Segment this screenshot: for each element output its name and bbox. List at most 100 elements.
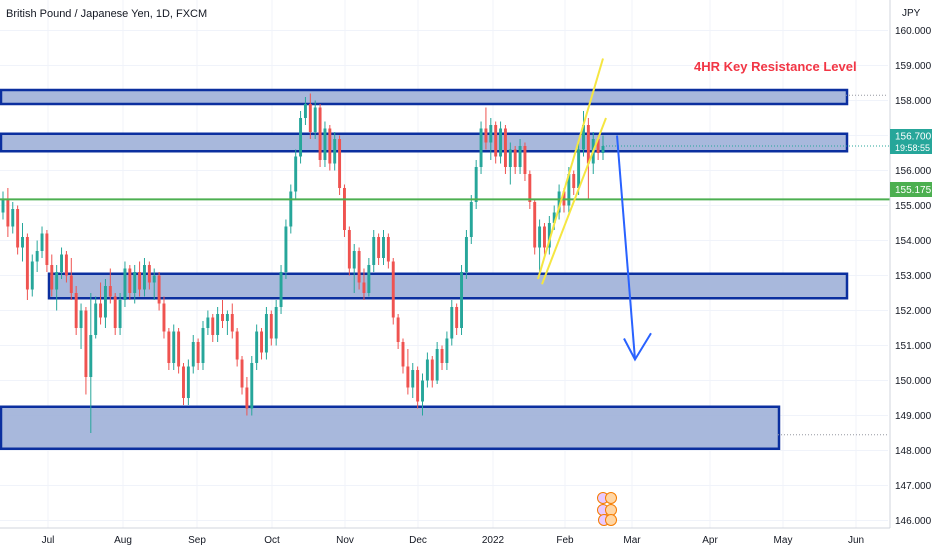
candle-body <box>567 174 571 206</box>
candle-body <box>133 272 137 293</box>
candle-body <box>206 317 210 328</box>
candle-body <box>391 261 395 318</box>
candle-body <box>528 174 532 202</box>
candle-body <box>269 314 273 339</box>
y-tick-label: 156.000 <box>895 166 932 177</box>
event-flag-icon[interactable] <box>605 504 617 516</box>
candle-body <box>347 230 351 269</box>
x-tick-label: Apr <box>702 535 718 546</box>
candle-body <box>303 104 307 118</box>
candle-body <box>284 226 288 272</box>
candle-body <box>338 139 342 188</box>
candle-body <box>108 286 112 297</box>
candle-body <box>499 128 503 157</box>
candle-body <box>362 282 366 293</box>
x-tick-label: May <box>774 535 793 546</box>
candle-body <box>230 314 234 332</box>
candle-body <box>372 237 376 265</box>
candle-body <box>547 223 551 248</box>
candle-body <box>538 226 542 248</box>
candle-body <box>401 342 405 367</box>
y-tick-label: 146.000 <box>895 516 932 527</box>
candle-body <box>64 254 68 276</box>
candle-body <box>450 307 454 339</box>
candle-body <box>123 268 127 300</box>
candle-body <box>343 188 346 230</box>
candle-body <box>440 349 444 363</box>
candle-body <box>464 237 468 272</box>
event-flag-icon[interactable] <box>605 492 617 504</box>
candle-body <box>25 237 29 290</box>
candle-body <box>11 209 15 227</box>
last-price-badge: 156.700 19:58:55 <box>890 129 932 154</box>
candle-body <box>260 331 263 353</box>
x-tick-label: Mar <box>623 535 641 546</box>
channel-lower-line <box>541 117 607 285</box>
zone-box-1 <box>0 88 849 106</box>
x-tick-label: 2022 <box>482 535 505 546</box>
y-tick-label: 159.000 <box>895 61 932 72</box>
candle-body <box>157 275 161 304</box>
candle-body <box>416 370 420 402</box>
candle-body <box>221 314 224 321</box>
candle-body <box>421 380 424 402</box>
candle-body <box>99 303 103 318</box>
candle-body <box>128 268 132 293</box>
candle-body <box>474 167 478 202</box>
candle-body <box>533 202 537 248</box>
level-price-badge: 155.175 <box>890 182 932 197</box>
candle-body <box>445 338 449 363</box>
channel-upper-line <box>537 58 604 280</box>
currency-label: JPY <box>902 8 921 19</box>
x-tick-label: Jul <box>42 535 55 546</box>
event-flag-icon[interactable] <box>605 514 617 526</box>
candle-body <box>367 265 371 293</box>
candle-body <box>299 118 303 157</box>
candle-body <box>274 307 278 339</box>
candle-body <box>182 366 185 398</box>
candle-body <box>518 146 522 167</box>
candle-body <box>382 237 385 258</box>
candle-body <box>552 212 556 223</box>
x-tick-label: Jun <box>848 535 864 546</box>
candle-body <box>494 125 498 157</box>
zone-box-3 <box>47 272 849 300</box>
candle-body <box>147 265 151 283</box>
y-tick-label: 158.000 <box>895 96 932 107</box>
candle-body <box>94 303 98 335</box>
candle-body <box>489 125 493 143</box>
y-tick-label: 148.000 <box>895 446 932 457</box>
candle-body <box>469 202 473 237</box>
candle-body <box>479 128 483 167</box>
candle-body <box>235 331 239 360</box>
candle-body <box>572 174 576 188</box>
candle-body <box>455 307 459 328</box>
candle-body <box>138 272 142 290</box>
candle-body <box>264 314 268 353</box>
candle-body <box>523 146 527 174</box>
level-price-value: 155.175 <box>895 185 932 196</box>
y-tick-label: 150.000 <box>895 376 932 387</box>
y-tick-label: 160.000 <box>895 26 932 37</box>
last-price-value: 156.700 <box>895 132 932 143</box>
candle-body <box>557 191 561 213</box>
candle-body <box>55 272 59 290</box>
y-tick-label: 151.000 <box>895 341 932 352</box>
candle-body <box>177 331 181 367</box>
candle-body <box>430 359 434 381</box>
candle-body <box>543 226 546 248</box>
candle-body <box>152 275 156 283</box>
candle-body <box>245 387 249 409</box>
y-tick-label: 149.000 <box>895 411 932 422</box>
candle-body <box>328 128 332 164</box>
candle-body <box>143 265 146 290</box>
candles <box>1 93 605 433</box>
candle-body <box>582 125 585 150</box>
candle-body <box>103 286 107 318</box>
candle-body <box>6 198 10 227</box>
candle-body <box>352 251 356 269</box>
candle-body <box>69 275 73 293</box>
candle-body <box>377 237 381 258</box>
